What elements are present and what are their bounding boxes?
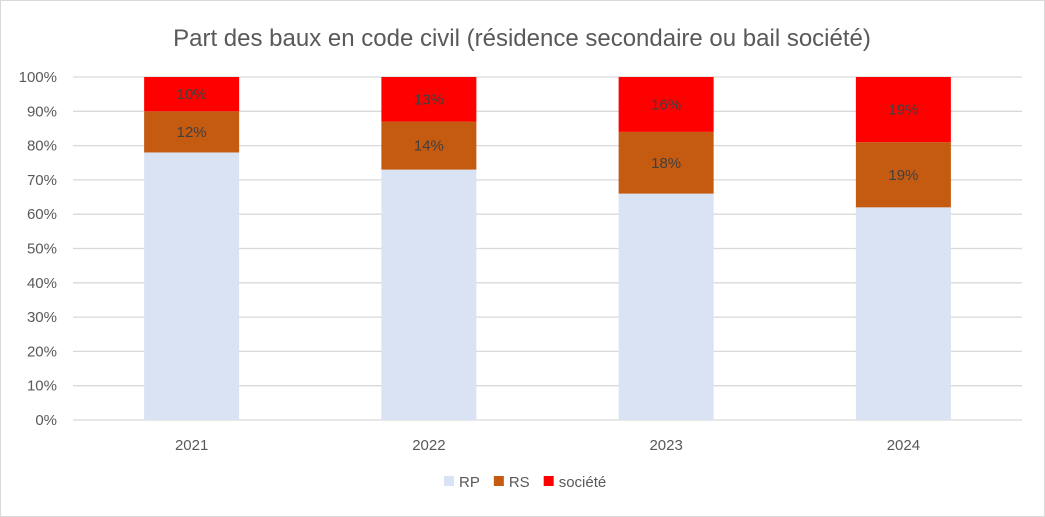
data-label: 18% <box>651 155 681 172</box>
bar-segment-société <box>855 77 951 143</box>
x-tick-label: 2024 <box>887 437 920 454</box>
data-label: 16% <box>651 96 681 113</box>
legend-swatch <box>543 476 554 486</box>
y-tick-label: 70% <box>27 172 57 189</box>
bar-segment-RP <box>144 152 240 420</box>
bar-segment-RS <box>618 131 714 194</box>
y-tick-label: 50% <box>27 241 57 258</box>
x-tick-label: 2021 <box>175 437 208 454</box>
y-tick-label: 80% <box>27 138 57 155</box>
y-tick-label: 40% <box>27 275 57 292</box>
x-tick-label: 2023 <box>649 437 682 454</box>
bar-segment-RP <box>855 207 951 420</box>
bar-segment-RS <box>381 121 477 170</box>
data-label: 19% <box>888 102 918 119</box>
bar-segment-RS <box>144 111 240 153</box>
data-label: 19% <box>888 167 918 184</box>
legend-swatch <box>493 476 504 486</box>
bar-segment-RS <box>855 142 951 208</box>
data-label: 14% <box>414 138 444 155</box>
y-tick-label: 10% <box>27 378 57 395</box>
chart-title: Part des baux en code civil (résidence s… <box>173 25 871 52</box>
y-tick-label: 100% <box>19 69 57 86</box>
legend-swatch <box>444 476 454 486</box>
legend-label: RS <box>509 474 530 491</box>
y-tick-label: 90% <box>27 103 57 120</box>
legend-label: société <box>559 474 607 491</box>
data-label: 13% <box>414 91 444 108</box>
bar-segment-RP <box>618 193 714 420</box>
x-tick-label: 2022 <box>412 437 445 454</box>
bar-segment-société <box>381 77 477 122</box>
bar-segment-société <box>144 77 240 112</box>
y-tick-label: 30% <box>27 309 57 326</box>
bar-segment-RP <box>381 169 477 420</box>
y-tick-label: 0% <box>35 412 57 429</box>
data-label: 12% <box>177 124 207 141</box>
legend-label: RP <box>459 474 480 491</box>
data-label: 10% <box>177 86 207 103</box>
y-tick-label: 20% <box>27 343 57 360</box>
y-tick-label: 60% <box>27 206 57 223</box>
bar-segment-société <box>618 77 714 132</box>
